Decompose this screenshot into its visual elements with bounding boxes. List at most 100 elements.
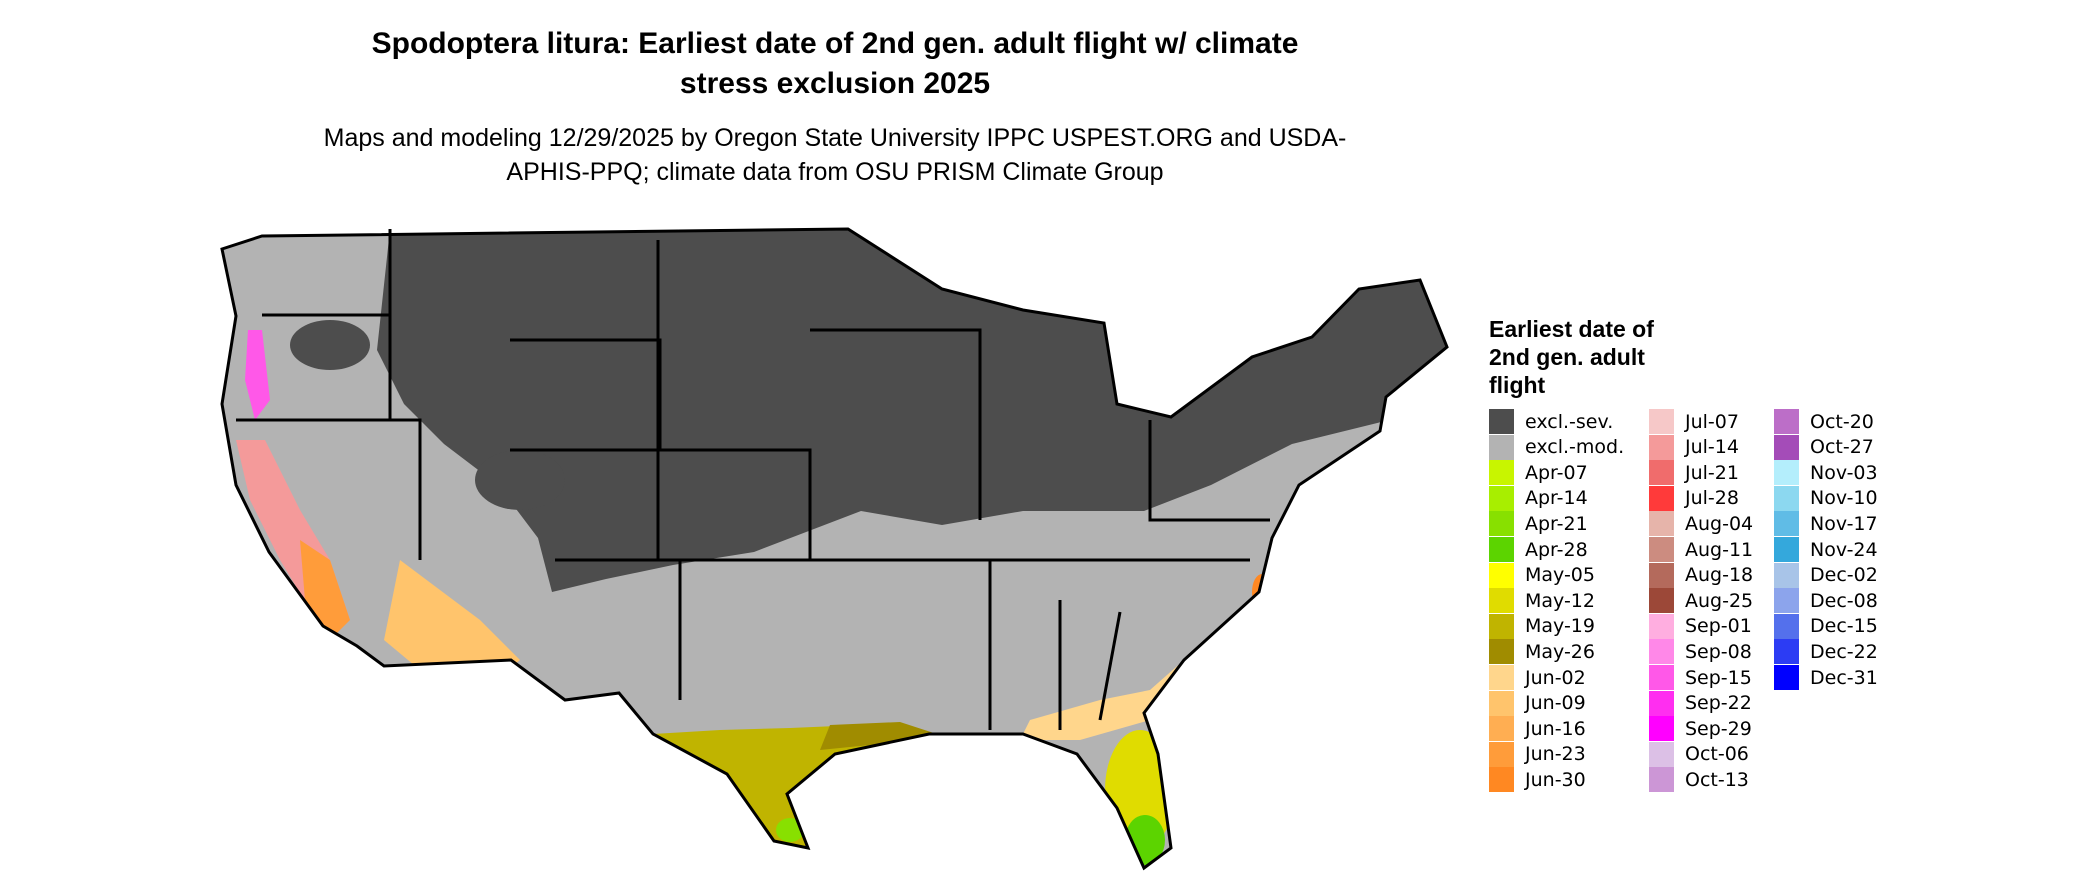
region-severe: [290, 320, 370, 370]
legend-swatch: [1489, 613, 1514, 639]
legend-entry: Dec-15: [1774, 613, 1878, 639]
legend-entry: Jun-30: [1489, 767, 1586, 793]
legend-label: Dec-31: [1810, 666, 1878, 689]
legend-swatch: [1649, 741, 1674, 767]
legend-label: Apr-21: [1525, 512, 1588, 535]
legend-label: Jul-14: [1685, 436, 1739, 459]
legend-swatch: [1774, 588, 1799, 614]
legend-swatch: [1649, 434, 1674, 460]
legend-label: Aug-25: [1685, 589, 1754, 612]
legend-label: Sep-22: [1685, 692, 1752, 715]
legend-entry: Jul-28: [1649, 485, 1739, 511]
legend-entry: Dec-02: [1774, 562, 1878, 588]
legend-entry: Nov-17: [1774, 511, 1878, 537]
legend-entry: Aug-04: [1649, 511, 1753, 537]
legend-entry: Jun-23: [1489, 741, 1586, 767]
legend-entry: Aug-25: [1649, 588, 1754, 614]
legend-swatch: [1649, 716, 1674, 742]
legend-swatch: [1489, 485, 1514, 511]
border: [510, 338, 662, 450]
legend-swatch: [1489, 588, 1514, 614]
legend-entry: Nov-10: [1774, 485, 1878, 511]
legend-swatch: [1774, 639, 1799, 665]
legend-label: Nov-03: [1810, 461, 1878, 484]
legend-entry: Jul-14: [1649, 434, 1739, 460]
legend-swatch: [1489, 741, 1514, 767]
legend-swatch: [1774, 485, 1799, 511]
state-borders: [220, 227, 1449, 871]
map-title: Spodoptera litura: Earliest date of 2nd …: [371, 27, 1299, 100]
legend-label: Dec-15: [1810, 615, 1878, 638]
legend-label: excl.-mod.: [1525, 436, 1625, 459]
legend-entry: Sep-01: [1649, 613, 1752, 639]
legend-label: Aug-18: [1685, 564, 1754, 587]
legend-title: Earliest date of 2nd gen. adult flight: [1489, 316, 1654, 398]
legend-entry: Sep-08: [1649, 639, 1752, 665]
legend-entry: May-19: [1489, 613, 1595, 639]
region-gulf: [653, 725, 929, 848]
legend-swatch: [1649, 537, 1674, 562]
legend-swatch: [1774, 537, 1799, 562]
map-subtitle: Maps and modeling 12/29/2025 by Oregon S…: [323, 124, 1347, 186]
legend-label: Jun-09: [1525, 692, 1586, 715]
legend-swatch: [1649, 562, 1674, 588]
legend-swatch: [1774, 665, 1799, 690]
border: [510, 448, 812, 560]
legend-label: Jun-16: [1525, 717, 1586, 740]
legend-entry: Nov-24: [1774, 537, 1878, 562]
legend-entry: Jul-07: [1649, 409, 1739, 434]
legend-swatch: [1489, 434, 1514, 460]
legend-label: Aug-11: [1685, 538, 1754, 561]
legend-entry: Sep-22: [1649, 690, 1752, 716]
legend-label: Sep-29: [1685, 717, 1752, 740]
legend-swatch: [1649, 767, 1674, 793]
legend-label: Nov-24: [1810, 538, 1878, 561]
legend-label: Apr-14: [1525, 487, 1588, 510]
region-severe: [475, 450, 565, 510]
legend-label: May-19: [1525, 615, 1595, 638]
legend-swatch: [1489, 639, 1514, 665]
legend-swatch: [1649, 613, 1674, 639]
legend-label: Sep-15: [1685, 666, 1752, 689]
legend-entry: Dec-31: [1774, 665, 1878, 690]
legend-entry: Jun-09: [1489, 690, 1586, 716]
legend-label: Jun-02: [1525, 666, 1586, 689]
legend-entry: Jun-02: [1489, 665, 1586, 690]
legend-label: Sep-08: [1685, 640, 1752, 663]
legend-entry: Aug-11: [1649, 537, 1753, 562]
legend-swatch: [1649, 460, 1674, 486]
border: [1148, 420, 1270, 522]
legend-swatch: [1774, 562, 1799, 588]
legend-label: Jun-23: [1525, 743, 1586, 766]
legend-swatch: [1649, 511, 1674, 537]
legend-label: Oct-27: [1810, 436, 1874, 459]
legend-entry: Dec-08: [1774, 588, 1878, 614]
legend-entry: Jul-21: [1649, 460, 1739, 486]
legend-swatch: [1489, 511, 1514, 537]
legend-swatch: [1649, 409, 1674, 434]
legend-entry: May-05: [1489, 562, 1595, 588]
legend-entry: excl.-sev.: [1489, 409, 1613, 434]
legend-entry: Aug-18: [1649, 562, 1754, 588]
legend-swatch: [1489, 690, 1514, 716]
legend-swatch: [1489, 409, 1514, 434]
legend-swatch: [1774, 409, 1799, 434]
legend-label: Jul-21: [1685, 461, 1739, 484]
legend-label: Dec-08: [1810, 589, 1878, 612]
legend-label: May-26: [1525, 640, 1595, 663]
legend-swatch: [1649, 665, 1674, 690]
legend-swatch: [1489, 562, 1514, 588]
legend-entry: Apr-28: [1489, 537, 1588, 562]
legend-entry: Sep-15: [1649, 665, 1752, 690]
legend-swatch: [1774, 613, 1799, 639]
legend-label: Apr-28: [1525, 538, 1588, 561]
legend-label: Dec-02: [1810, 564, 1878, 587]
legend-entry: Apr-14: [1489, 485, 1588, 511]
legend-entry: Sep-29: [1649, 716, 1752, 742]
legend-swatch: [1489, 537, 1514, 562]
region-gulf: [820, 722, 940, 750]
legend-swatch: [1774, 460, 1799, 486]
legend-label: Jul-28: [1685, 487, 1739, 510]
legend-swatch: [1649, 639, 1674, 665]
